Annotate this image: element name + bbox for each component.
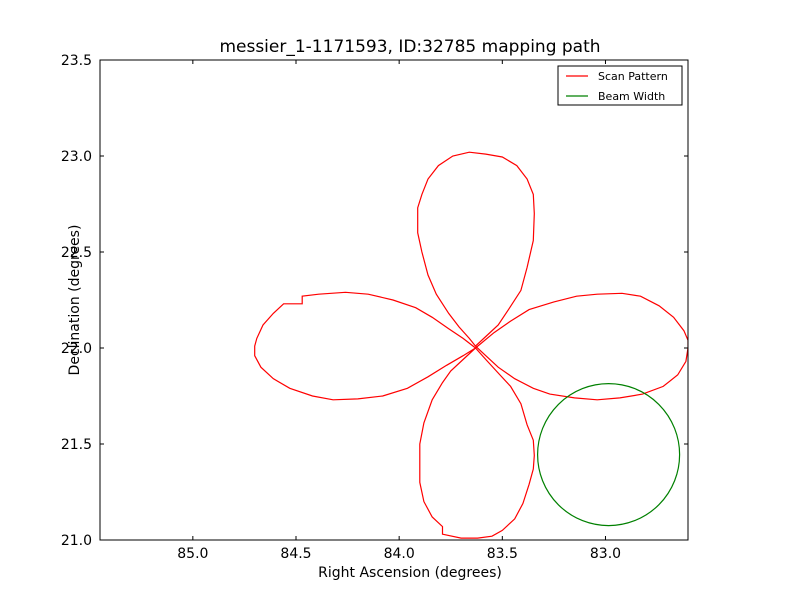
legend-label-beam-width: Beam Width <box>598 90 665 103</box>
x-axis-label: Right Ascension (degrees) <box>318 565 502 581</box>
x-tick-label: 84.5 <box>280 546 311 562</box>
y-axis-label: Declination (degrees) <box>67 225 83 376</box>
scan-pattern-line <box>254 151 688 539</box>
x-tick-label: 83.5 <box>487 546 518 562</box>
y-tick-label: 23.5 <box>61 53 92 69</box>
x-tick-label: 83.0 <box>590 546 621 562</box>
x-tick-label: 84.0 <box>384 546 415 562</box>
y-tick-label: 22.5 <box>61 245 92 261</box>
beam-width-circle <box>536 383 681 527</box>
legend: Scan Pattern Beam Width <box>557 65 683 106</box>
y-tick-label: 23.0 <box>61 149 92 165</box>
legend-label-scan-pattern: Scan Pattern <box>598 70 668 83</box>
legend-box <box>557 65 683 106</box>
plot-frame <box>99 59 689 541</box>
y-tick-label: 21.0 <box>61 533 92 549</box>
y-tick-label: 21.5 <box>61 437 92 453</box>
chart-title: messier_1-1171593, ID:32785 mapping path <box>219 37 600 57</box>
y-tick-label: 22.0 <box>61 341 92 357</box>
x-tick-label: 85.0 <box>177 546 208 562</box>
